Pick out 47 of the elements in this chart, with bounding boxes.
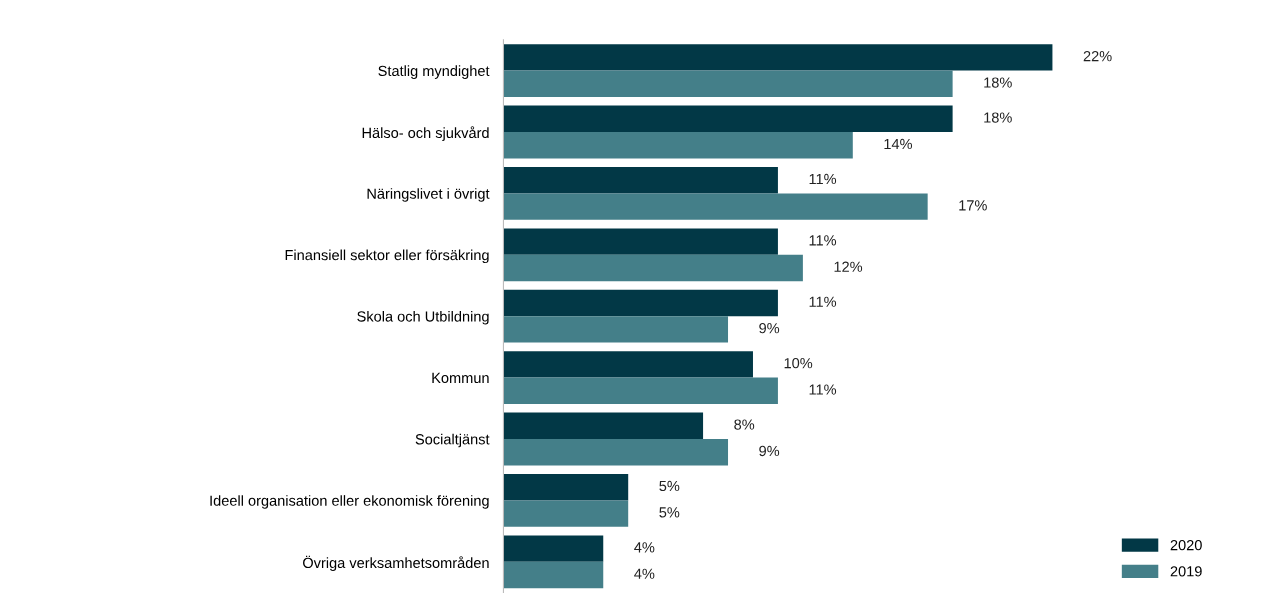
bar	[503, 228, 778, 255]
bar	[503, 167, 778, 194]
bar	[503, 289, 778, 317]
bar	[503, 351, 753, 378]
bar	[503, 412, 704, 440]
bar	[503, 70, 953, 98]
y-tick-label: Statlig myndighet	[378, 65, 490, 79]
bar	[503, 193, 928, 220]
legend-label: 2019	[1170, 566, 1202, 577]
data-label: 11%	[809, 296, 837, 307]
bar	[503, 377, 778, 405]
bar	[503, 439, 729, 466]
data-label: 22%	[1083, 51, 1112, 62]
y-tick-label: Kommun	[432, 372, 489, 384]
data-label: 5%	[659, 507, 680, 518]
data-label: 17%	[959, 200, 987, 211]
bar	[503, 474, 629, 501]
data-label: 18%	[984, 112, 1012, 123]
data-label: 9%	[759, 323, 780, 334]
data-label: 11%	[809, 173, 837, 185]
y-tick-label: Skola och Utbildning	[357, 310, 489, 325]
y-tick-label: Finansiell sektor eller försäkring	[285, 249, 489, 264]
y-tick-label: Övriga verksamhetsområden	[303, 555, 489, 571]
bar	[503, 44, 1053, 71]
data-label: 10%	[784, 358, 813, 369]
bar	[503, 535, 604, 562]
y-tick-label: Hälso- och sjukvård	[362, 126, 489, 141]
data-label: 14%	[884, 138, 913, 150]
y-tick-label: Ideell organisation eller ekonomisk förening	[210, 495, 489, 509]
data-label: 18%	[984, 77, 1012, 88]
data-label: 11%	[809, 384, 837, 395]
bar	[503, 316, 729, 343]
y-tick-label: Socialtjänst	[415, 433, 490, 448]
legend-label: 2020	[1170, 539, 1202, 551]
bar	[503, 254, 803, 282]
bar	[503, 105, 953, 133]
data-label: 8%	[734, 419, 755, 430]
data-label: 5%	[659, 480, 680, 492]
data-label: 12%	[834, 261, 863, 272]
bar	[503, 132, 853, 159]
data-label: 4%	[634, 542, 655, 553]
bar	[503, 561, 604, 589]
data-label: 9%	[759, 445, 780, 457]
data-label: 11%	[809, 235, 837, 246]
y-tick-label: Näringslivet i övrigt	[367, 188, 490, 202]
bar	[503, 500, 629, 527]
data-label: 4%	[634, 568, 655, 579]
